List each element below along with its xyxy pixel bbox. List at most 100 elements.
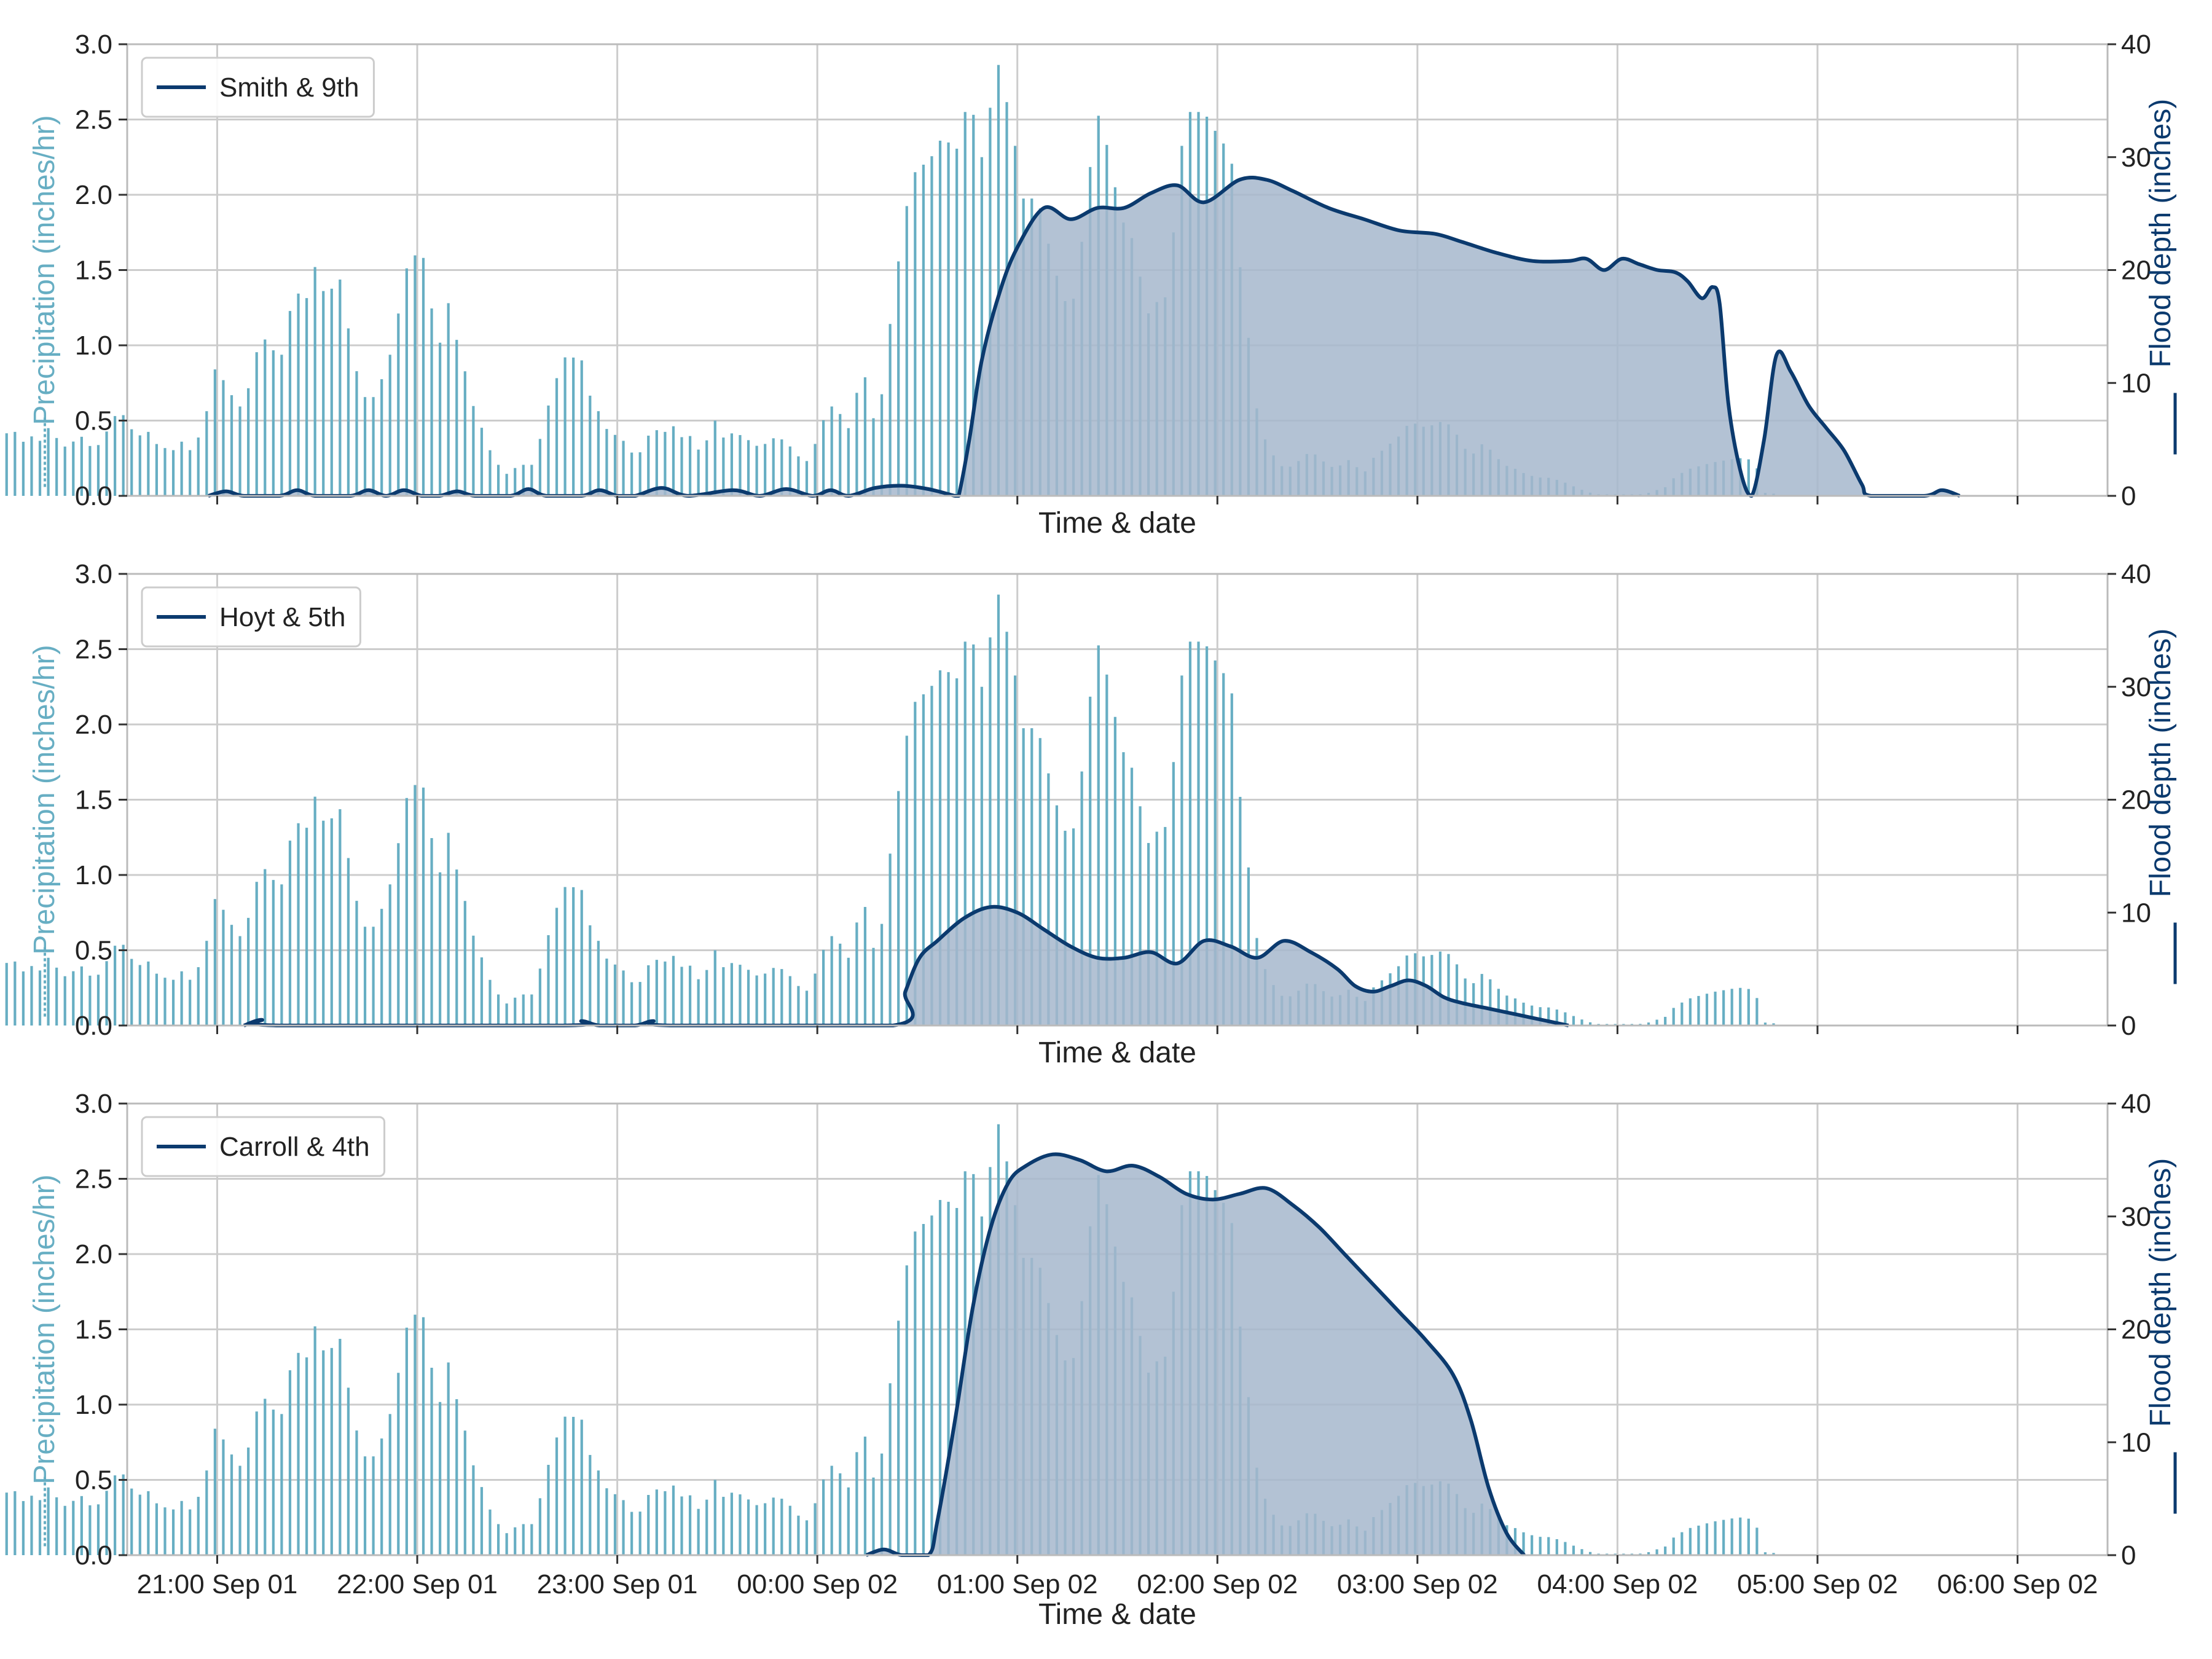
precipitation-bar (1647, 1552, 1650, 1555)
precipitation-bar (638, 982, 641, 1026)
right-tick-label: 20 (2121, 785, 2151, 815)
precipitation-bar (30, 966, 33, 1026)
precipitation-bar (839, 414, 842, 496)
precipitation-bar (88, 445, 92, 496)
precipitation-bar (1763, 1022, 1767, 1026)
precipitation-bar (264, 339, 267, 496)
precipitation-bar (55, 967, 58, 1026)
precipitation-bar (863, 377, 867, 496)
x-tick-label: 05:00 Sep 02 (1737, 1569, 1898, 1599)
precipitation-bar (1205, 646, 1209, 1026)
right-tick-label: 30 (2121, 143, 2151, 173)
precipitation-bar (189, 450, 192, 496)
precipitation-bar (463, 901, 466, 1026)
precipitation-bar (880, 394, 884, 496)
left-tick-label: 2.0 (75, 710, 112, 740)
precipitation-bar (730, 963, 734, 1026)
precipitation-bar (1188, 641, 1192, 1026)
precipitation-bar (455, 869, 458, 1026)
precipitation-bar (563, 357, 567, 496)
precipitation-bar (189, 1509, 192, 1555)
precipitation-bar (505, 1533, 508, 1555)
precipitation-bar (1672, 1537, 1675, 1555)
right-axis-label: Flood depth (inches) (2144, 99, 2177, 368)
precipitation-bar (1222, 673, 1225, 1026)
flood-depth-line (865, 1152, 1526, 1557)
precipitation-bar (372, 1456, 375, 1555)
x-tick-label: 06:00 Sep 02 (1937, 1569, 2098, 1599)
precipitation-bar (255, 352, 258, 496)
precipitation-bar (280, 355, 283, 496)
precipitation-bar (63, 1505, 66, 1555)
precipitation-bar (380, 1438, 383, 1555)
precipitation-bar (222, 380, 225, 496)
precipitation-bar (1172, 762, 1175, 1026)
precipitation-bar (155, 973, 159, 1026)
precipitation-bar (630, 452, 633, 496)
precipitation-bar (1139, 806, 1142, 1026)
precipitation-bar (222, 1439, 225, 1555)
precipitation-bar (347, 1387, 350, 1555)
precipitation-bar (947, 142, 950, 496)
precipitation-bar (722, 1497, 725, 1555)
precipitation-bar (739, 435, 742, 496)
precipitation-bars (5, 1124, 1775, 1555)
precipitation-bar (255, 882, 258, 1026)
precipitation-bar (313, 1326, 316, 1555)
right-axis-label: Flood depth (inches) (2144, 629, 2177, 898)
precipitation-bar (22, 1500, 25, 1555)
precipitation-bar (514, 1527, 517, 1555)
precipitation-bar (171, 450, 175, 496)
precipitation-bar (997, 65, 1000, 496)
precipitation-bar (14, 1491, 17, 1555)
precipitation-bar (205, 941, 208, 1026)
precipitation-bar (572, 887, 575, 1026)
precipitation-bar (30, 436, 33, 496)
left-tick-label: 3.0 (75, 559, 112, 589)
precipitation-bar (297, 1352, 300, 1555)
precipitation-bar (213, 1429, 216, 1555)
precipitation-bar (622, 1500, 625, 1555)
left-tick-label: 2.5 (75, 105, 112, 135)
precipitation-bar (1747, 989, 1750, 1026)
precipitation-bar (580, 1419, 583, 1555)
precipitation-bar (1097, 645, 1100, 1026)
precipitation-bar (872, 947, 875, 1026)
right-tick-label: 0 (2121, 1011, 2136, 1041)
precipitation-bar (764, 973, 767, 1026)
precipitation-bar (989, 637, 992, 1026)
precipitation-bar (572, 357, 575, 496)
precipitation-bar (747, 970, 750, 1026)
precipitation-bar (463, 1430, 466, 1555)
precipitation-bar (1055, 805, 1059, 1026)
right-tick-label: 0 (2121, 481, 2136, 511)
precipitation-bar (197, 1497, 200, 1555)
precipitation-bar (555, 908, 559, 1026)
precipitation-bar (430, 308, 433, 496)
precipitation-bar (797, 986, 800, 1026)
precipitation-bar (272, 350, 275, 496)
precipitation-bar (1697, 1525, 1700, 1555)
left-tick-label: 1.0 (75, 331, 112, 361)
precipitation-bar (839, 1473, 842, 1555)
precipitation-bar (730, 1492, 734, 1555)
precipitation-bar (747, 440, 750, 496)
precipitation-bar (897, 791, 900, 1026)
precipitation-bar (14, 961, 17, 1026)
precipitation-bar (363, 397, 367, 496)
flood-depth-line (243, 904, 1569, 1028)
precipitation-bar (1047, 773, 1050, 1026)
precipitation-bar (38, 970, 42, 1026)
precipitation-bar (439, 1402, 442, 1555)
precipitation-bar (664, 431, 667, 496)
precipitation-bar (1539, 1537, 1542, 1555)
precipitation-bar (597, 941, 600, 1026)
precipitation-bar (1714, 991, 1717, 1026)
precipitation-bar (1105, 674, 1108, 1026)
precipitation-bar (1588, 1022, 1592, 1026)
precipitation-bar (963, 112, 967, 496)
precipitation-bar (355, 371, 358, 496)
precipitation-bar (764, 1503, 767, 1555)
precipitation-bar (363, 927, 367, 1026)
precipitation-bar (688, 436, 692, 496)
